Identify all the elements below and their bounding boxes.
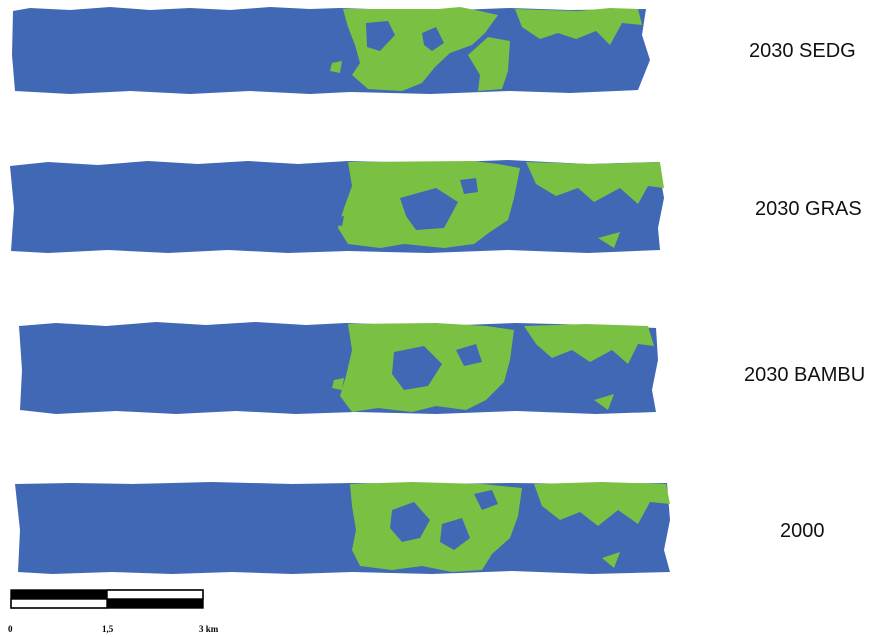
map-strip-2030-bambu (16, 320, 662, 416)
vegetation-area (594, 394, 614, 410)
map-2030-sedg (12, 7, 650, 94)
vegetation-area (602, 552, 620, 568)
map-label-2030-bambu: 2030 BAMBU (744, 364, 866, 386)
vegetation-area (350, 482, 522, 572)
scale-bar (10, 589, 206, 618)
map-2030-bambu (19, 322, 658, 414)
scale-bar-graphic (10, 589, 204, 609)
water-area (422, 27, 444, 51)
water-area (460, 178, 478, 194)
scale-segment-light (10, 598, 108, 609)
map-strip-2030-gras (8, 158, 668, 256)
vegetation-area (332, 378, 344, 390)
scale-segment-dark (107, 599, 203, 608)
map-strip-2000 (12, 480, 674, 576)
scale-tick-3-km: 3 km (199, 624, 219, 634)
water-area (366, 21, 395, 51)
vegetation-area (330, 61, 342, 73)
water-area (474, 490, 498, 510)
map-2030-gras (10, 160, 664, 253)
water-area (440, 518, 470, 550)
scale-tick-0: 0 (8, 624, 13, 634)
map-2000 (15, 482, 670, 574)
scale-segment-light (106, 589, 204, 600)
water-area (332, 216, 344, 226)
vegetation-area (526, 162, 664, 204)
map-label-2000: 2000 (780, 520, 825, 542)
water-area (390, 502, 430, 542)
water-area (456, 344, 482, 366)
water-area (400, 188, 458, 230)
vegetation-area (515, 8, 642, 45)
vegetation-area (524, 324, 654, 364)
water-area (392, 346, 442, 390)
scale-tick-1-5: 1,5 (102, 624, 114, 634)
map-strip-2030-sedg (10, 5, 650, 97)
vegetation-area (534, 482, 670, 526)
vegetation-area (468, 37, 510, 91)
map-label-2030-gras: 2030 GRAS (755, 198, 862, 220)
scale-segment-dark (11, 590, 107, 599)
map-label-2030-sedg: 2030 SEDG (749, 40, 856, 62)
vegetation-area (598, 232, 620, 248)
